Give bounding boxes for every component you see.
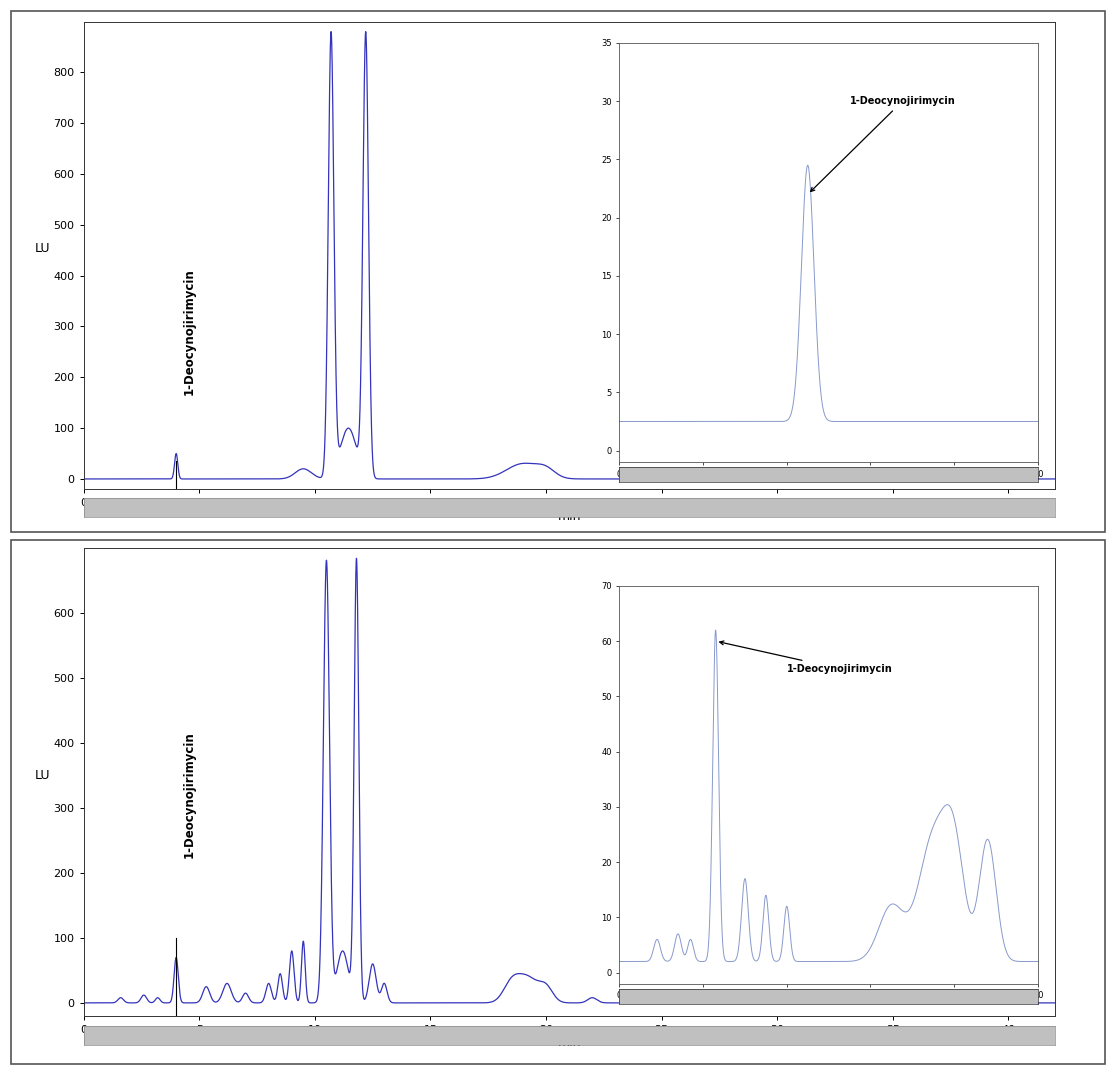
Text: 1-Deocynojirimycin: 1-Deocynojirimycin bbox=[810, 97, 955, 191]
X-axis label: min: min bbox=[557, 1036, 581, 1049]
Y-axis label: LU: LU bbox=[35, 242, 50, 255]
Text: 1-Deocynojirimycin: 1-Deocynojirimycin bbox=[720, 641, 893, 674]
X-axis label: min: min bbox=[557, 510, 581, 522]
Text: 1-Deocynojirimycin: 1-Deocynojirimycin bbox=[183, 268, 196, 395]
Text: 1-Deocynojirimycin: 1-Deocynojirimycin bbox=[183, 732, 196, 859]
Y-axis label: LU: LU bbox=[35, 769, 50, 783]
